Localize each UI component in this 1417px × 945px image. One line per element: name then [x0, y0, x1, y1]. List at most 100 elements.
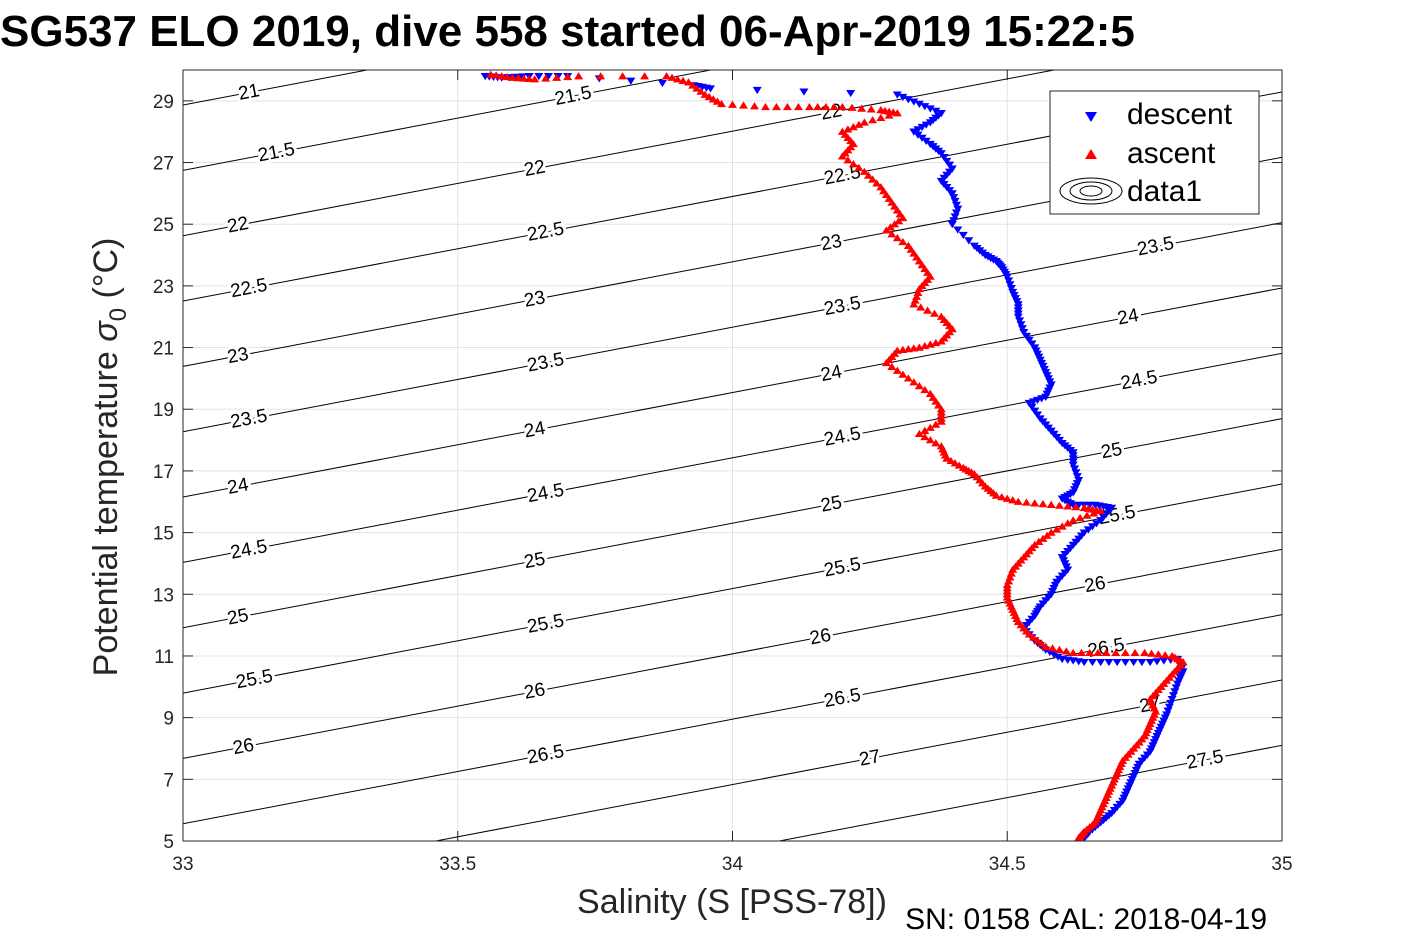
descent-point	[1016, 321, 1026, 329]
ascent-point	[1008, 496, 1018, 504]
ascent-point	[662, 72, 672, 80]
ascent-point	[497, 72, 507, 80]
ascent-point	[696, 87, 706, 95]
ascent-point	[530, 75, 540, 83]
data-points	[480, 70, 1188, 841]
descent-point	[846, 89, 856, 98]
descent-point	[1024, 336, 1034, 344]
descent-point	[1171, 684, 1181, 692]
descent-point	[949, 217, 959, 225]
descent-point	[925, 119, 935, 127]
ascent-point	[903, 374, 913, 382]
descent-point	[1015, 317, 1025, 325]
descent-point	[1170, 688, 1180, 696]
ascent-point	[1048, 644, 1058, 652]
ascent-point	[1041, 642, 1051, 650]
ascent-point	[898, 370, 908, 378]
ascent-point	[1096, 506, 1106, 515]
ascent-point	[684, 78, 694, 86]
ascent-point	[914, 343, 924, 351]
ascent-point	[843, 125, 853, 133]
descent-point	[920, 103, 930, 111]
ascent-point	[667, 73, 677, 81]
y-tick-label: 19	[153, 400, 174, 421]
ascent-point	[936, 337, 946, 345]
y-axis-label: Potential temperature σ0 (°C)	[87, 238, 132, 677]
descent-point	[1027, 340, 1037, 348]
descent-point	[1013, 313, 1023, 321]
ascent-point	[1024, 630, 1034, 638]
descent-point	[752, 86, 762, 95]
footer-calibration: SN: 0158 CAL: 2018-04-19	[905, 903, 1267, 936]
descent-point	[1087, 658, 1097, 667]
descent-point	[925, 105, 935, 113]
descent-point	[1112, 658, 1122, 667]
descent-point	[1006, 285, 1016, 293]
descent-point	[1024, 399, 1034, 408]
ascent-point	[640, 72, 650, 80]
ascent-point	[914, 382, 924, 390]
ascent-point	[866, 105, 876, 113]
descent-point	[949, 194, 959, 202]
x-tick-label: 34	[722, 854, 744, 875]
ascent-point	[1074, 833, 1084, 841]
ascent-point	[760, 102, 770, 111]
legend-ascent-label: ascent	[1127, 137, 1216, 170]
ascent-point	[552, 73, 562, 81]
contour-label: 26	[1083, 573, 1108, 598]
y-tick-label: 25	[153, 215, 174, 236]
ascent-point	[524, 74, 534, 83]
ascent-point	[991, 491, 1001, 499]
ascent-point	[678, 76, 688, 84]
ascent-point	[502, 72, 512, 81]
descent-point	[1032, 411, 1042, 419]
ascent-point	[925, 340, 935, 348]
contour-label: 26	[522, 679, 547, 704]
ascent-point	[920, 426, 930, 434]
ascent-point	[1076, 648, 1086, 657]
ascent-point	[848, 160, 858, 168]
contour-line	[183, 352, 1282, 563]
descent-point	[950, 197, 960, 206]
descent-point	[1030, 407, 1040, 415]
descent-point	[626, 77, 636, 85]
descent-point	[898, 93, 908, 102]
contour-label: 26	[231, 735, 256, 760]
ascent-point	[1038, 500, 1048, 508]
ascent-point	[868, 175, 878, 183]
ascent-point	[920, 432, 930, 441]
contour-label: 26	[808, 625, 833, 650]
ascent-point	[1046, 500, 1056, 508]
ascent-point	[1071, 503, 1081, 511]
contour-label: 27	[858, 746, 883, 771]
svg-text:Potential temperature σ0 (°C): Potential temperature σ0 (°C)	[87, 238, 132, 677]
ascent-point	[997, 493, 1007, 501]
y-tick-label: 13	[153, 585, 174, 606]
ascent-point	[1054, 501, 1064, 509]
ascent-point	[931, 420, 941, 428]
ascent-point	[749, 102, 759, 110]
ascent-point	[1120, 648, 1130, 657]
contour-label: 24	[1116, 305, 1141, 330]
ascent-point	[837, 102, 847, 111]
ascent-point	[486, 70, 496, 78]
ascent-point	[884, 111, 894, 119]
contour-label: 21	[237, 80, 262, 105]
ascent-point	[837, 152, 847, 160]
y-axis-label-symbol: σ	[87, 320, 125, 342]
ascent-point	[892, 234, 902, 242]
descent-point	[917, 123, 927, 132]
ascent-point	[519, 74, 529, 82]
contour-label: 25	[819, 492, 844, 517]
contour-line	[183, 70, 714, 171]
ascent-point	[1030, 499, 1040, 507]
descent-point	[1129, 658, 1139, 667]
ascent-point	[885, 223, 895, 231]
ascent-point	[898, 213, 908, 222]
y-axis-label-subscript: 0	[105, 308, 132, 321]
ascent-point	[1068, 516, 1078, 524]
ascent-point	[1153, 650, 1163, 658]
chart-title: SG537 ELO 2019, dive 558 started 06-Apr-…	[0, 7, 1135, 56]
contour-label: 23	[819, 231, 844, 256]
contour-label: 22	[522, 157, 547, 182]
